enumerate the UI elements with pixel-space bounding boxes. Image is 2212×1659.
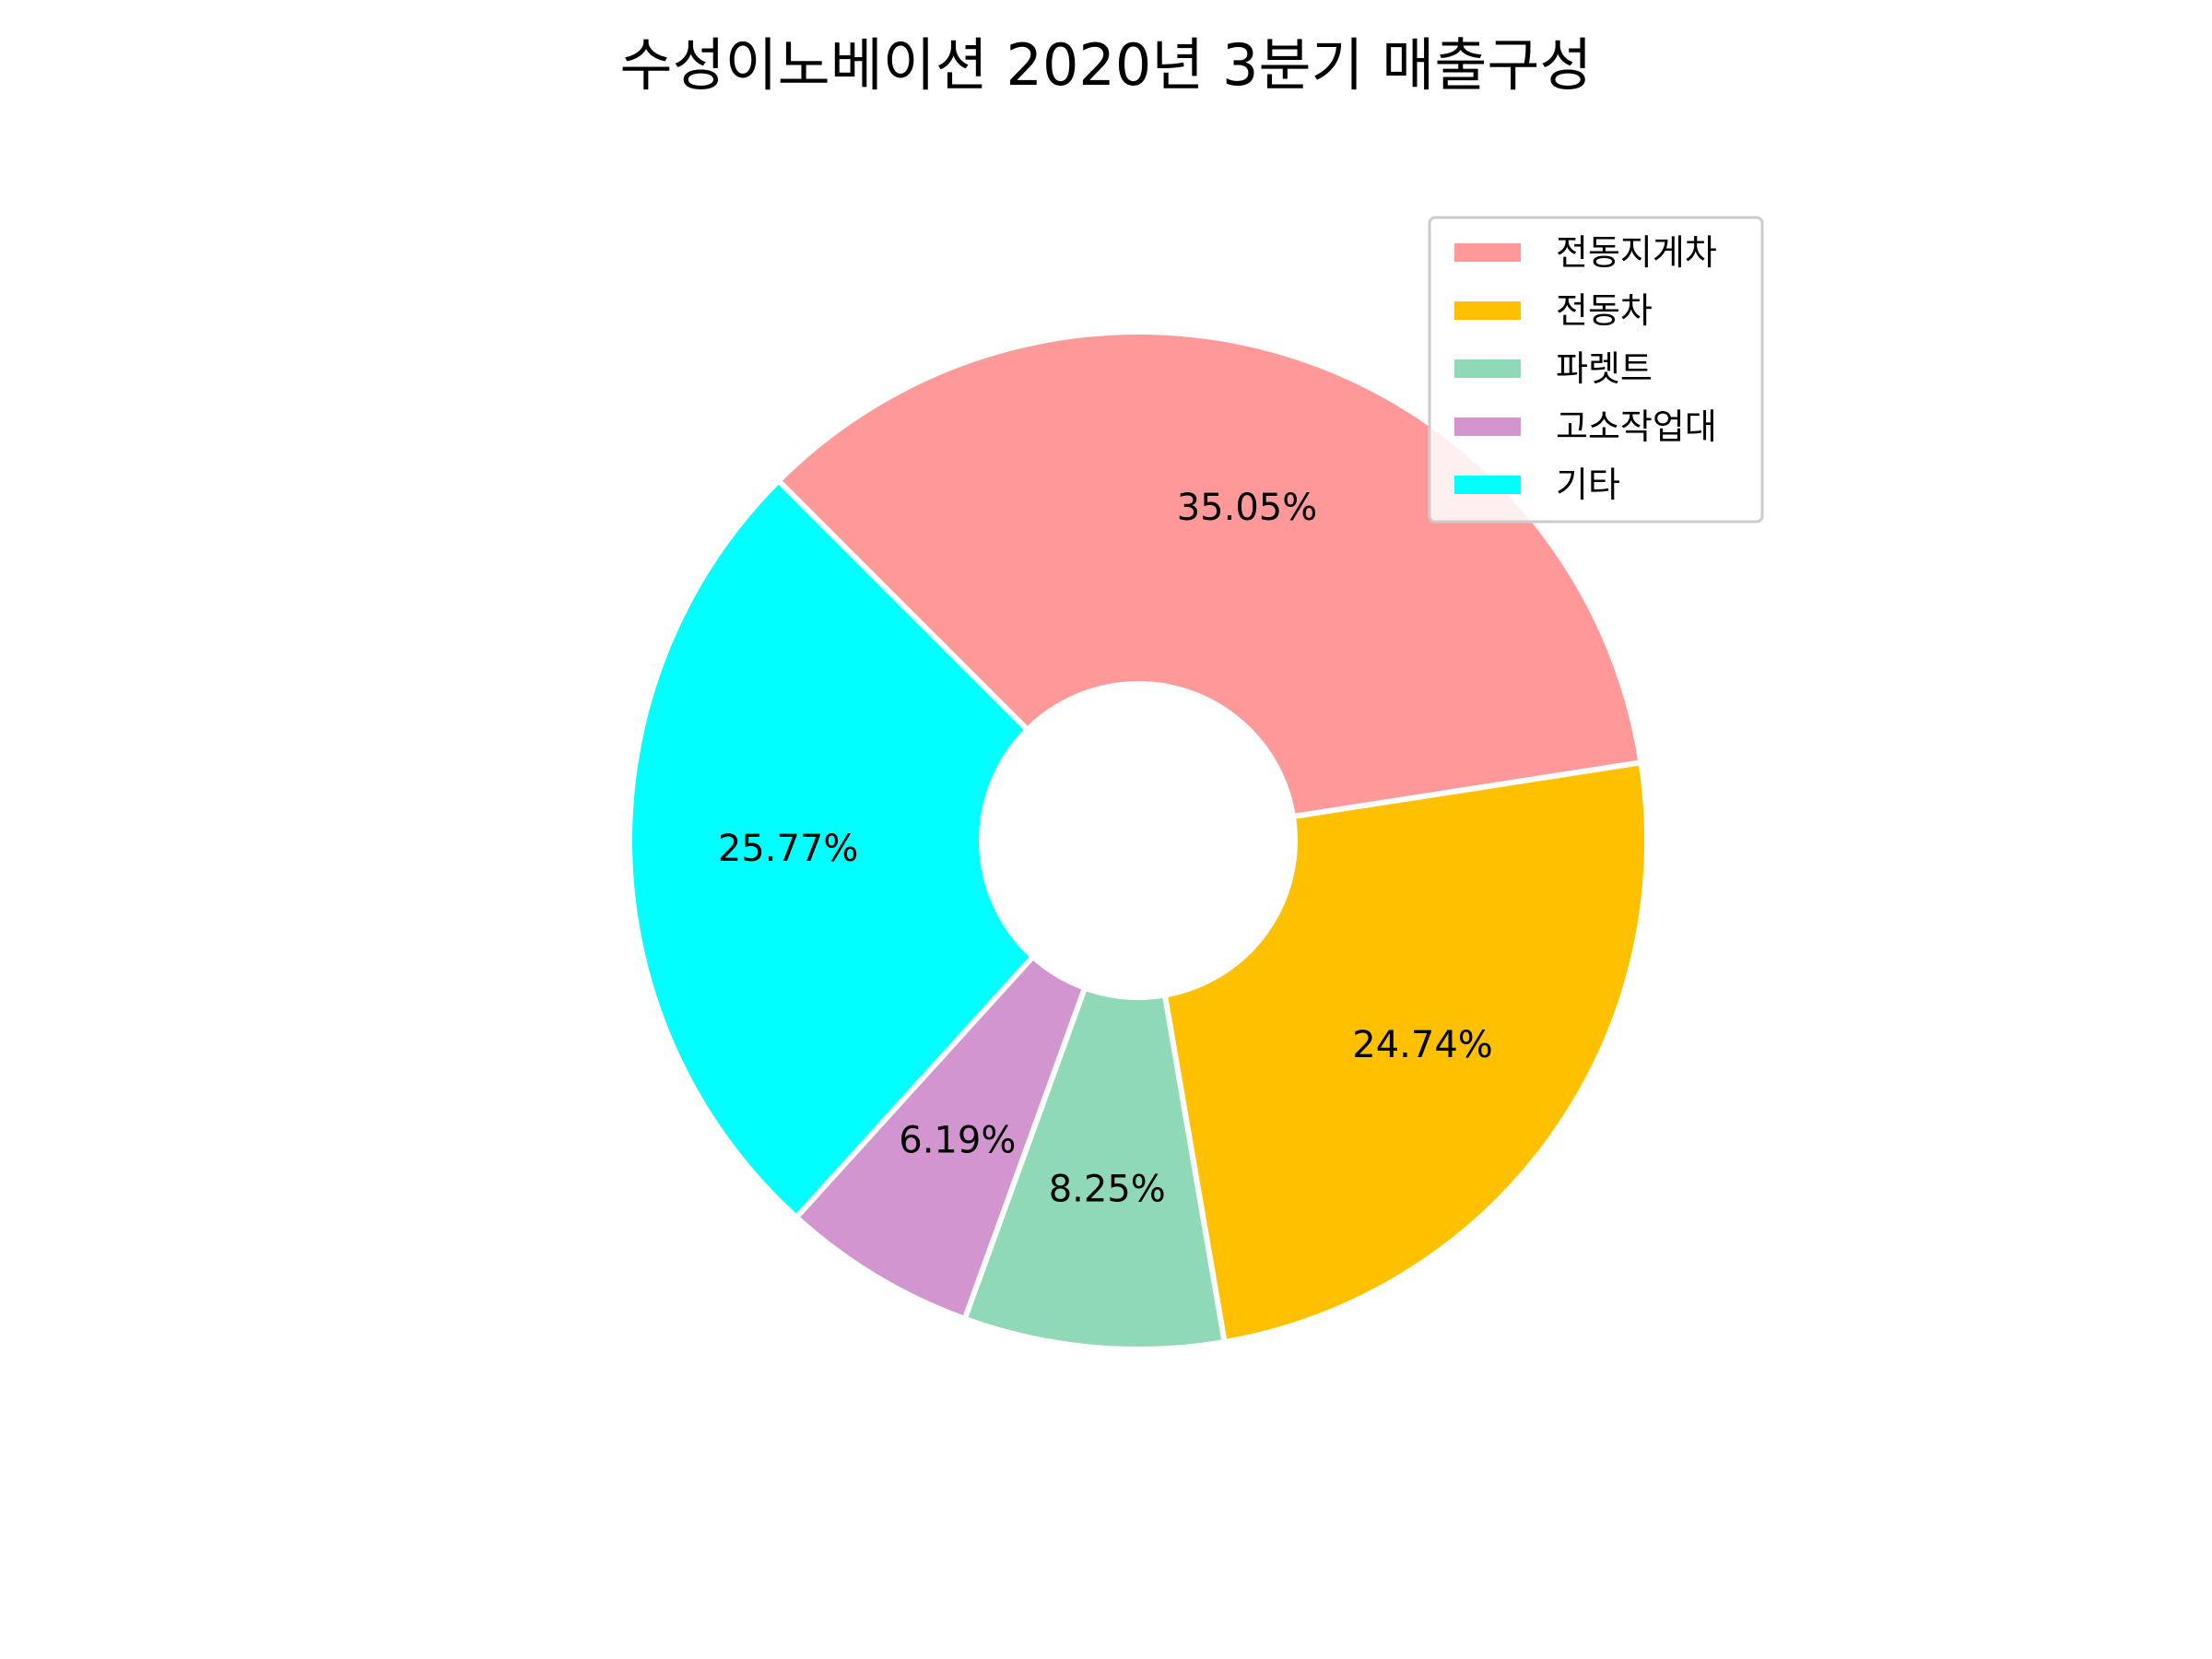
legend-item: 전동지게차 (1454, 232, 1717, 273)
legend-label: 고소작업대 (1556, 406, 1717, 447)
slice-value-label: 35.05% (1177, 487, 1318, 529)
legend-label: 전동차 (1556, 290, 1653, 331)
legend-frame (1428, 216, 1764, 524)
slices-layer (627, 329, 1650, 1352)
legend-swatch (1454, 243, 1521, 262)
slice-value-label: 24.74% (1352, 1024, 1493, 1066)
legend-label: 전동지게차 (1556, 232, 1717, 273)
pie-slice (1161, 759, 1650, 1346)
value-labels-layer: 35.05% 24.74% 8.25% 6.19% 25.77% (718, 487, 1493, 1211)
legend-swatch (1454, 359, 1521, 378)
legend-swatch (1454, 418, 1521, 436)
chart-title: 수성이노베이션 2020년 3분기 매출구성 (620, 31, 1593, 99)
legend-item: 기타 (1454, 465, 1620, 505)
pie-slice (627, 477, 1037, 1221)
slice-value-label: 6.19% (899, 1119, 1016, 1161)
legend-label: 기타 (1556, 465, 1620, 505)
legend-swatch (1454, 301, 1521, 320)
legend-item: 파렛트 (1454, 348, 1653, 389)
legend-label: 파렛트 (1556, 348, 1653, 389)
slice-value-label: 8.25% (1049, 1169, 1166, 1211)
legend-item: 전동차 (1454, 290, 1653, 331)
legend-swatch (1454, 476, 1521, 494)
slice-value-label: 25.77% (718, 828, 859, 870)
legend-item: 고소작업대 (1454, 406, 1717, 447)
pie-slice (960, 983, 1229, 1352)
